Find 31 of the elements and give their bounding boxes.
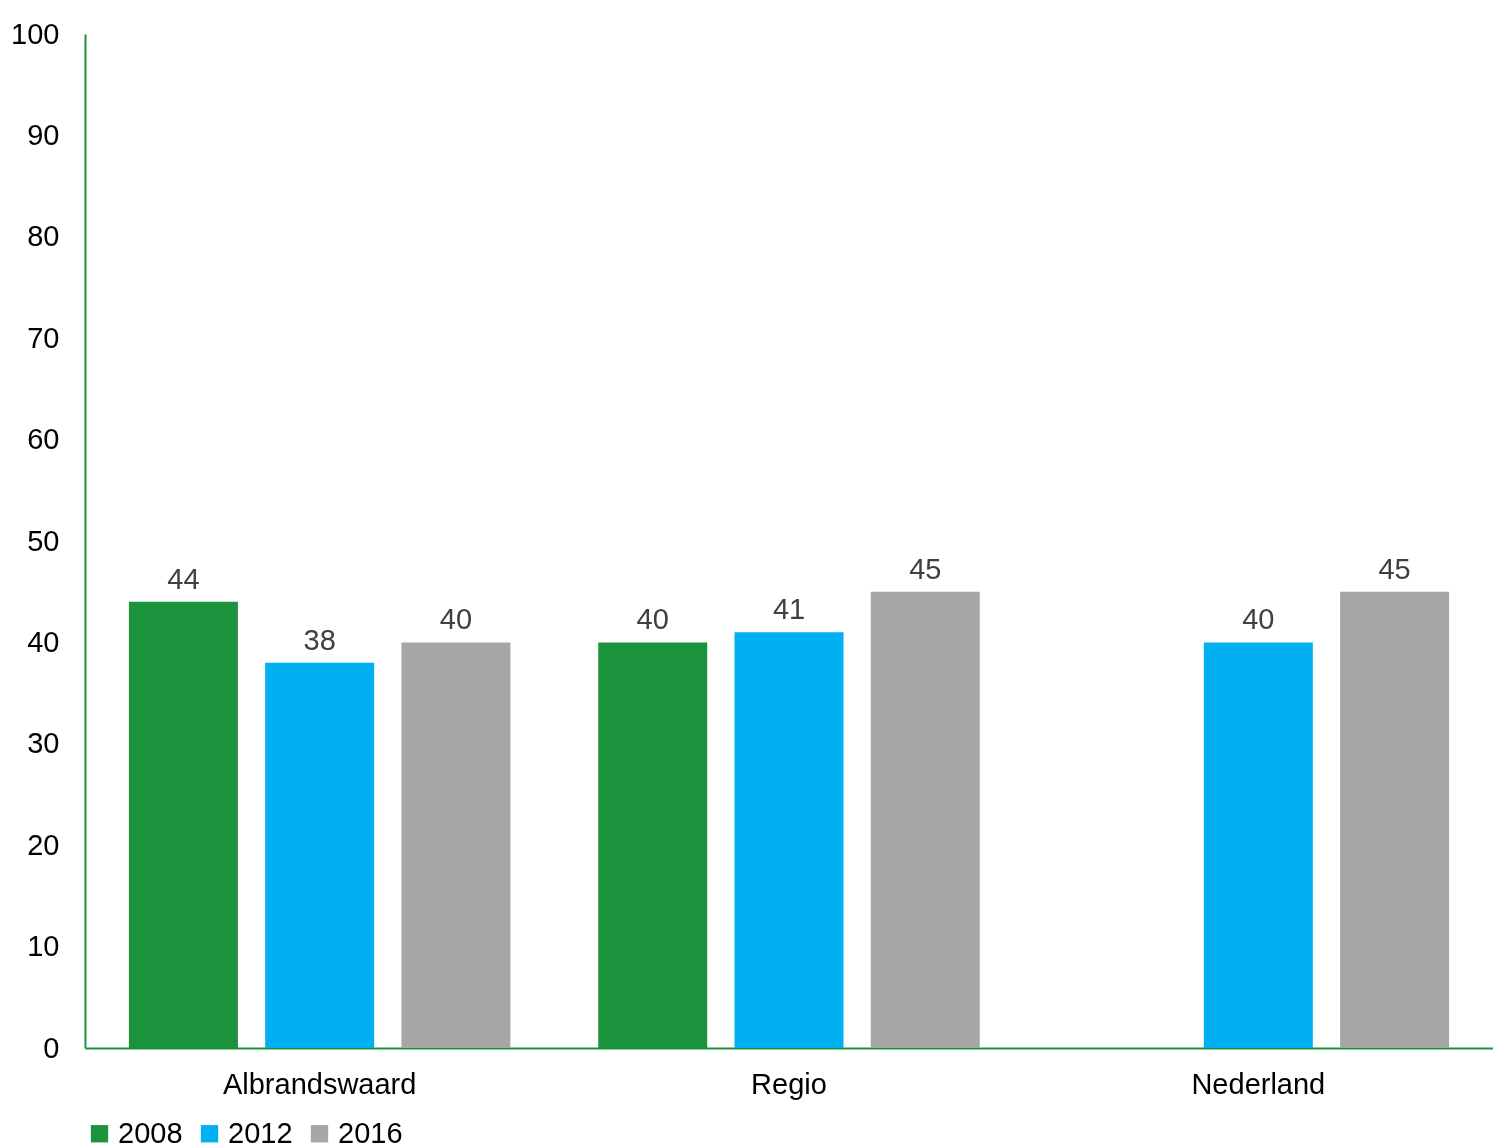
y-tick-label: 30 (27, 727, 60, 760)
data-label: 45 (1378, 552, 1411, 585)
data-label: 40 (1242, 603, 1275, 636)
legend-label: 2016 (338, 1116, 403, 1148)
y-tick-label: 90 (27, 118, 60, 151)
bar (401, 642, 511, 1048)
y-tick-label: 0 (43, 1031, 60, 1064)
y-tick-label: 80 (27, 220, 60, 253)
y-tick-label: 70 (27, 321, 60, 354)
legend-label: 2012 (228, 1116, 293, 1148)
bar (1340, 591, 1450, 1048)
bar (870, 591, 980, 1048)
y-tick-label: 10 (27, 930, 60, 963)
data-label: 40 (636, 603, 669, 636)
bar (1203, 642, 1313, 1048)
x-tick-label: Nederland (1191, 1067, 1326, 1100)
legend-label: 2008 (118, 1116, 183, 1148)
data-label: 41 (772, 593, 806, 626)
x-tick-label: Albrandswaard (222, 1067, 417, 1100)
y-tick-label: 50 (27, 524, 60, 557)
data-label: 44 (167, 562, 200, 595)
x-tick-label: Regio (751, 1067, 827, 1100)
y-tick-label: 20 (27, 828, 60, 861)
data-label: 40 (439, 603, 473, 636)
bar (734, 632, 844, 1048)
y-tick-label: 60 (27, 423, 60, 456)
y-tick-label: 100 (11, 17, 60, 50)
data-label: 45 (909, 552, 942, 585)
data-label: 38 (303, 623, 336, 656)
bar (265, 662, 375, 1048)
y-tick-label: 40 (27, 625, 60, 658)
